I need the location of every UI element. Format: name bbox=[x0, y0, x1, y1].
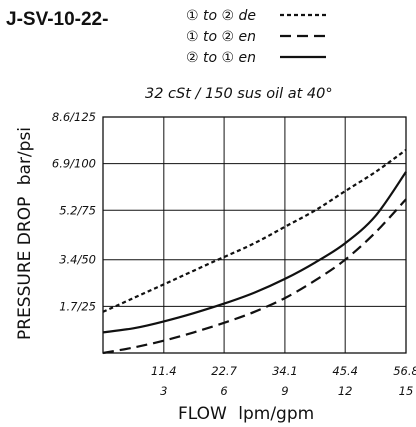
plot-frame bbox=[102, 116, 407, 354]
y-tick-label-1: 3.4/50 bbox=[59, 253, 96, 267]
x-tick-label-gpm-2: 9 bbox=[281, 384, 288, 398]
y-tick-label-2: 5.2/75 bbox=[59, 203, 96, 217]
series-line-solid bbox=[102, 171, 407, 334]
chart-title: J-SV-10-22- bbox=[6, 9, 108, 30]
x-tick-label-lpm-0: 11.4 bbox=[151, 364, 177, 378]
y-axis-ticks: 1.7/25 3.4/50 5.2/75 6.9/100 8.6/125 bbox=[52, 110, 96, 313]
grid bbox=[103, 116, 407, 353]
y-tick-label-3: 6.9/100 bbox=[52, 157, 96, 171]
y-axis-title-group: PRESSURE DROP bar/psi bbox=[15, 127, 35, 340]
x-axis-ticks: 11.4 3 22.7 6 34.1 9 45.4 12 56.8 15 bbox=[151, 364, 416, 398]
y-tick-label-0: 1.7/25 bbox=[59, 299, 96, 313]
x-tick-label-lpm-4: 56.8 bbox=[393, 364, 416, 378]
x-tick-label-lpm-2: 34.1 bbox=[272, 364, 298, 378]
series-group bbox=[102, 149, 407, 355]
x-tick-label-gpm-0: 3 bbox=[160, 384, 167, 398]
x-tick-label-gpm-1: 6 bbox=[220, 384, 227, 398]
x-tick-label-gpm-3: 12 bbox=[338, 384, 353, 398]
series-line-dotted bbox=[102, 149, 407, 313]
legend-label-dotted: ① to ② de bbox=[186, 8, 256, 24]
chart-subtitle: 32 cSt / 150 sus oil at 40° bbox=[145, 86, 333, 102]
x-axis-title: FLOW lpm/gpm bbox=[178, 404, 314, 424]
x-tick-label-lpm-3: 45.4 bbox=[332, 364, 358, 378]
series-line-dashed bbox=[102, 198, 407, 355]
legend-label-dashed: ① to ② en bbox=[186, 29, 256, 45]
x-tick-label-lpm-1: 22.7 bbox=[211, 364, 237, 378]
legend-label-solid: ② to ① en bbox=[186, 50, 256, 66]
legend: ① to ② de ① to ② en ② to ① en bbox=[186, 8, 326, 66]
y-axis-title: PRESSURE DROP bar/psi bbox=[15, 127, 35, 340]
x-tick-label-gpm-4: 15 bbox=[399, 384, 414, 398]
y-tick-label-4: 8.6/125 bbox=[52, 110, 96, 124]
